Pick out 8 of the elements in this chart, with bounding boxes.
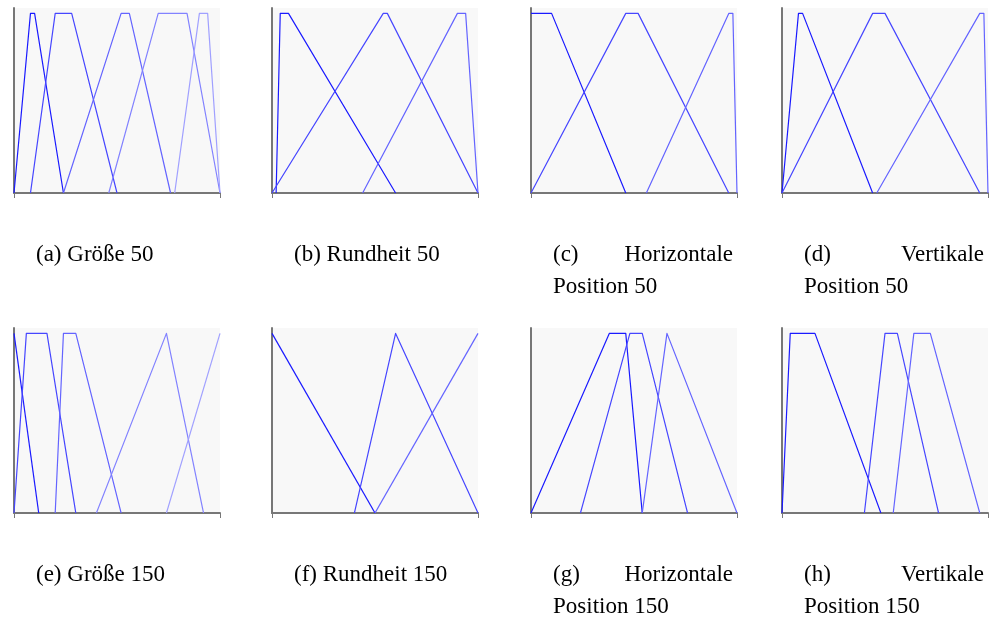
text: (f) Rundheit 150	[294, 560, 449, 588]
text: (h) Vertikale Position 150	[804, 560, 984, 620]
text: (a) Größe 50	[36, 240, 155, 268]
text: (b) Rundheit 50	[294, 240, 441, 268]
text: (g) Horizontale Position 150	[553, 560, 733, 620]
text: (c) Horizontale Position 50	[553, 240, 733, 300]
text: (e) Größe 150	[36, 560, 166, 588]
text: (d) Vertikale Position 50	[804, 240, 984, 300]
